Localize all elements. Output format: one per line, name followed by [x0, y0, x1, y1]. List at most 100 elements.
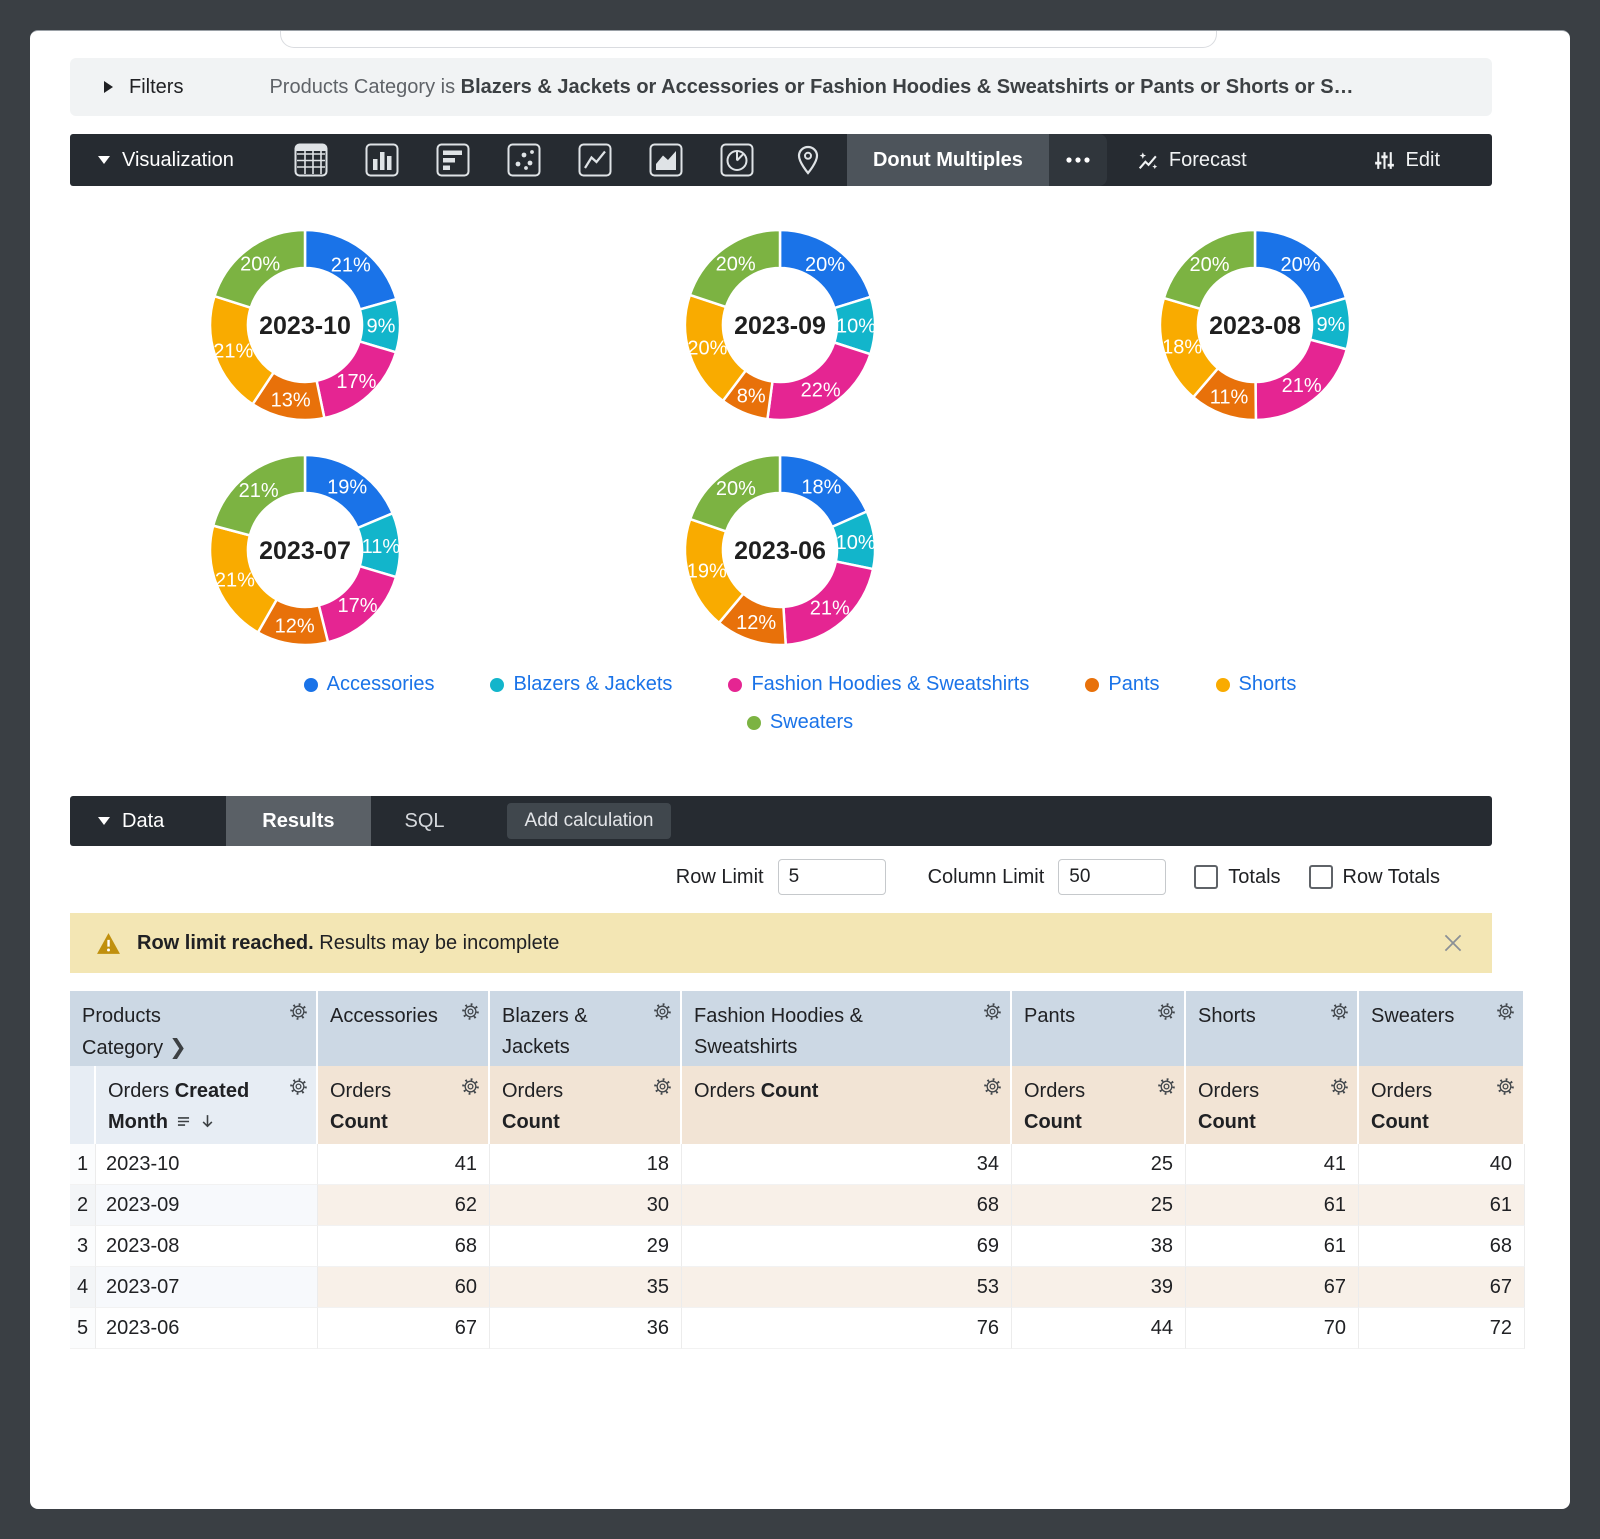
cell-blazers-jackets-count[interactable]: 30: [490, 1185, 682, 1226]
donut-slice-sweaters[interactable]: [1162, 228, 1257, 311]
column-header-accessories[interactable]: Accessories: [318, 991, 490, 1066]
subtotal-icon[interactable]: [174, 1112, 193, 1131]
legend-item-accessories[interactable]: Accessories: [303, 673, 434, 696]
chevron-right-icon[interactable]: ❯: [169, 1036, 187, 1059]
bar-chart-icon[interactable]: [436, 143, 470, 177]
cell-month[interactable]: 2023-08: [96, 1226, 318, 1267]
cell-pants-count[interactable]: 44: [1012, 1308, 1186, 1349]
cell-blazers-jackets-count[interactable]: 36: [490, 1308, 682, 1349]
visualization-collapse-toggle[interactable]: Visualization: [70, 149, 234, 172]
cell-pants-count[interactable]: 25: [1012, 1144, 1186, 1185]
cell-pants-count[interactable]: 39: [1012, 1267, 1186, 1308]
gear-icon[interactable]: [1156, 1001, 1177, 1022]
column-header-blazers-jackets[interactable]: Blazers & Jackets: [490, 991, 682, 1066]
data-collapse-toggle[interactable]: Data: [70, 810, 164, 833]
row-limit-input[interactable]: [777, 859, 886, 895]
gear-icon[interactable]: [652, 1076, 673, 1097]
gear-icon[interactable]: [460, 1001, 481, 1022]
gear-icon[interactable]: [1329, 1001, 1350, 1022]
subheader-orders-count-pants[interactable]: Orders Count: [1012, 1066, 1186, 1144]
cell-fashion-hoodies-sweatshirts-count[interactable]: 68: [682, 1185, 1012, 1226]
cell-fashion-hoodies-sweatshirts-count[interactable]: 34: [682, 1144, 1012, 1185]
gear-icon[interactable]: [1495, 1076, 1516, 1097]
gear-icon[interactable]: [288, 1076, 309, 1097]
cell-sweaters-count[interactable]: 72: [1359, 1308, 1525, 1349]
cell-accessories-count[interactable]: 41: [318, 1144, 490, 1185]
donut-slice-sweaters[interactable]: [688, 228, 782, 309]
cell-shorts-count[interactable]: 61: [1186, 1185, 1359, 1226]
subheader-orders-count-shorts[interactable]: Orders Count: [1186, 1066, 1359, 1144]
column-header-shorts[interactable]: Shorts: [1186, 991, 1359, 1066]
cell-shorts-count[interactable]: 41: [1186, 1144, 1359, 1185]
cell-fashion-hoodies-sweatshirts-count[interactable]: 76: [682, 1308, 1012, 1349]
cell-pants-count[interactable]: 25: [1012, 1185, 1186, 1226]
cell-month[interactable]: 2023-09: [96, 1185, 318, 1226]
cell-sweaters-count[interactable]: 68: [1359, 1226, 1525, 1267]
column-limit-input[interactable]: [1058, 859, 1167, 895]
cell-accessories-count[interactable]: 68: [318, 1226, 490, 1267]
donut-slice-sweaters[interactable]: [688, 453, 782, 533]
line-chart-icon[interactable]: [578, 143, 612, 177]
cell-accessories-count[interactable]: 60: [318, 1267, 490, 1308]
scatter-chart-icon[interactable]: [507, 143, 541, 177]
subheader-orders-created-month[interactable]: Orders Created Month: [96, 1066, 318, 1144]
gear-icon[interactable]: [288, 1001, 309, 1022]
cell-shorts-count[interactable]: 67: [1186, 1267, 1359, 1308]
gear-icon[interactable]: [652, 1001, 673, 1022]
gear-icon[interactable]: [982, 1076, 1003, 1097]
legend-item-pants[interactable]: Pants: [1085, 673, 1160, 696]
close-warning-button[interactable]: [1440, 930, 1466, 956]
filter-expression[interactable]: Products Category is Blazers & Jackets o…: [269, 76, 1353, 99]
filters-bar[interactable]: Filters Products Category is Blazers & J…: [70, 58, 1492, 116]
column-header-fashion-hoodies-sweatshirts[interactable]: Fashion Hoodies & Sweatshirts: [682, 991, 1012, 1066]
expand-filters-icon[interactable]: [104, 81, 113, 93]
selected-visualization-type[interactable]: Donut Multiples: [846, 134, 1049, 186]
more-visualizations-button[interactable]: [1048, 134, 1107, 186]
cell-accessories-count[interactable]: 62: [318, 1185, 490, 1226]
donut-slice-sweaters[interactable]: [213, 228, 307, 309]
tab-results[interactable]: Results: [226, 796, 371, 846]
cell-fashion-hoodies-sweatshirts-count[interactable]: 53: [682, 1267, 1012, 1308]
cell-accessories-count[interactable]: 67: [318, 1308, 490, 1349]
donut-slice-sweaters[interactable]: [211, 453, 307, 537]
cell-fashion-hoodies-sweatshirts-count[interactable]: 69: [682, 1226, 1012, 1267]
legend-item-blazers-jackets[interactable]: Blazers & Jackets: [490, 673, 672, 696]
subheader-orders-count-blazers-jackets[interactable]: Orders Count: [490, 1066, 682, 1144]
sort-desc-arrow-icon[interactable]: [198, 1112, 217, 1131]
cell-month[interactable]: 2023-07: [96, 1267, 318, 1308]
subheader-orders-count-sweaters[interactable]: Orders Count: [1359, 1066, 1525, 1144]
pie-chart-icon[interactable]: [720, 143, 754, 177]
legend-item-fashion-hoodies-sweatshirts[interactable]: Fashion Hoodies & Sweatshirts: [728, 673, 1029, 696]
cell-sweaters-count[interactable]: 67: [1359, 1267, 1525, 1308]
cell-shorts-count[interactable]: 70: [1186, 1308, 1359, 1349]
gear-icon[interactable]: [982, 1001, 1003, 1022]
cell-sweaters-count[interactable]: 40: [1359, 1144, 1525, 1185]
cell-shorts-count[interactable]: 61: [1186, 1226, 1359, 1267]
add-calculation-button[interactable]: Add calculation: [506, 803, 672, 839]
edit-visualization-button[interactable]: Edit: [1372, 148, 1440, 173]
table-icon[interactable]: [294, 143, 328, 177]
gear-icon[interactable]: [1329, 1076, 1350, 1097]
subheader-orders-count-fashion-hoodies-sweatshirts[interactable]: Orders Count: [682, 1066, 1012, 1144]
cell-blazers-jackets-count[interactable]: 35: [490, 1267, 682, 1308]
column-header-pants[interactable]: Pants: [1012, 991, 1186, 1066]
column-header-products-category[interactable]: Products Category ❯: [70, 991, 318, 1066]
gear-icon[interactable]: [1495, 1001, 1516, 1022]
cell-pants-count[interactable]: 38: [1012, 1226, 1186, 1267]
cell-sweaters-count[interactable]: 61: [1359, 1185, 1525, 1226]
area-chart-icon[interactable]: [649, 143, 683, 177]
map-pin-icon[interactable]: [791, 143, 825, 177]
tab-sql[interactable]: SQL: [404, 809, 445, 832]
cell-blazers-jackets-count[interactable]: 18: [490, 1144, 682, 1185]
cell-month[interactable]: 2023-10: [96, 1144, 318, 1185]
subheader-orders-count-accessories[interactable]: Orders Count: [318, 1066, 490, 1144]
row-totals-checkbox[interactable]: [1308, 865, 1333, 889]
legend-item-sweaters[interactable]: Sweaters: [746, 711, 853, 734]
legend-item-shorts[interactable]: Shorts: [1215, 673, 1296, 696]
gear-icon[interactable]: [460, 1076, 481, 1097]
column-header-sweaters[interactable]: Sweaters: [1359, 991, 1525, 1066]
gear-icon[interactable]: [1156, 1076, 1177, 1097]
cell-blazers-jackets-count[interactable]: 29: [490, 1226, 682, 1267]
column-chart-icon[interactable]: [365, 143, 399, 177]
cell-month[interactable]: 2023-06: [96, 1308, 318, 1349]
